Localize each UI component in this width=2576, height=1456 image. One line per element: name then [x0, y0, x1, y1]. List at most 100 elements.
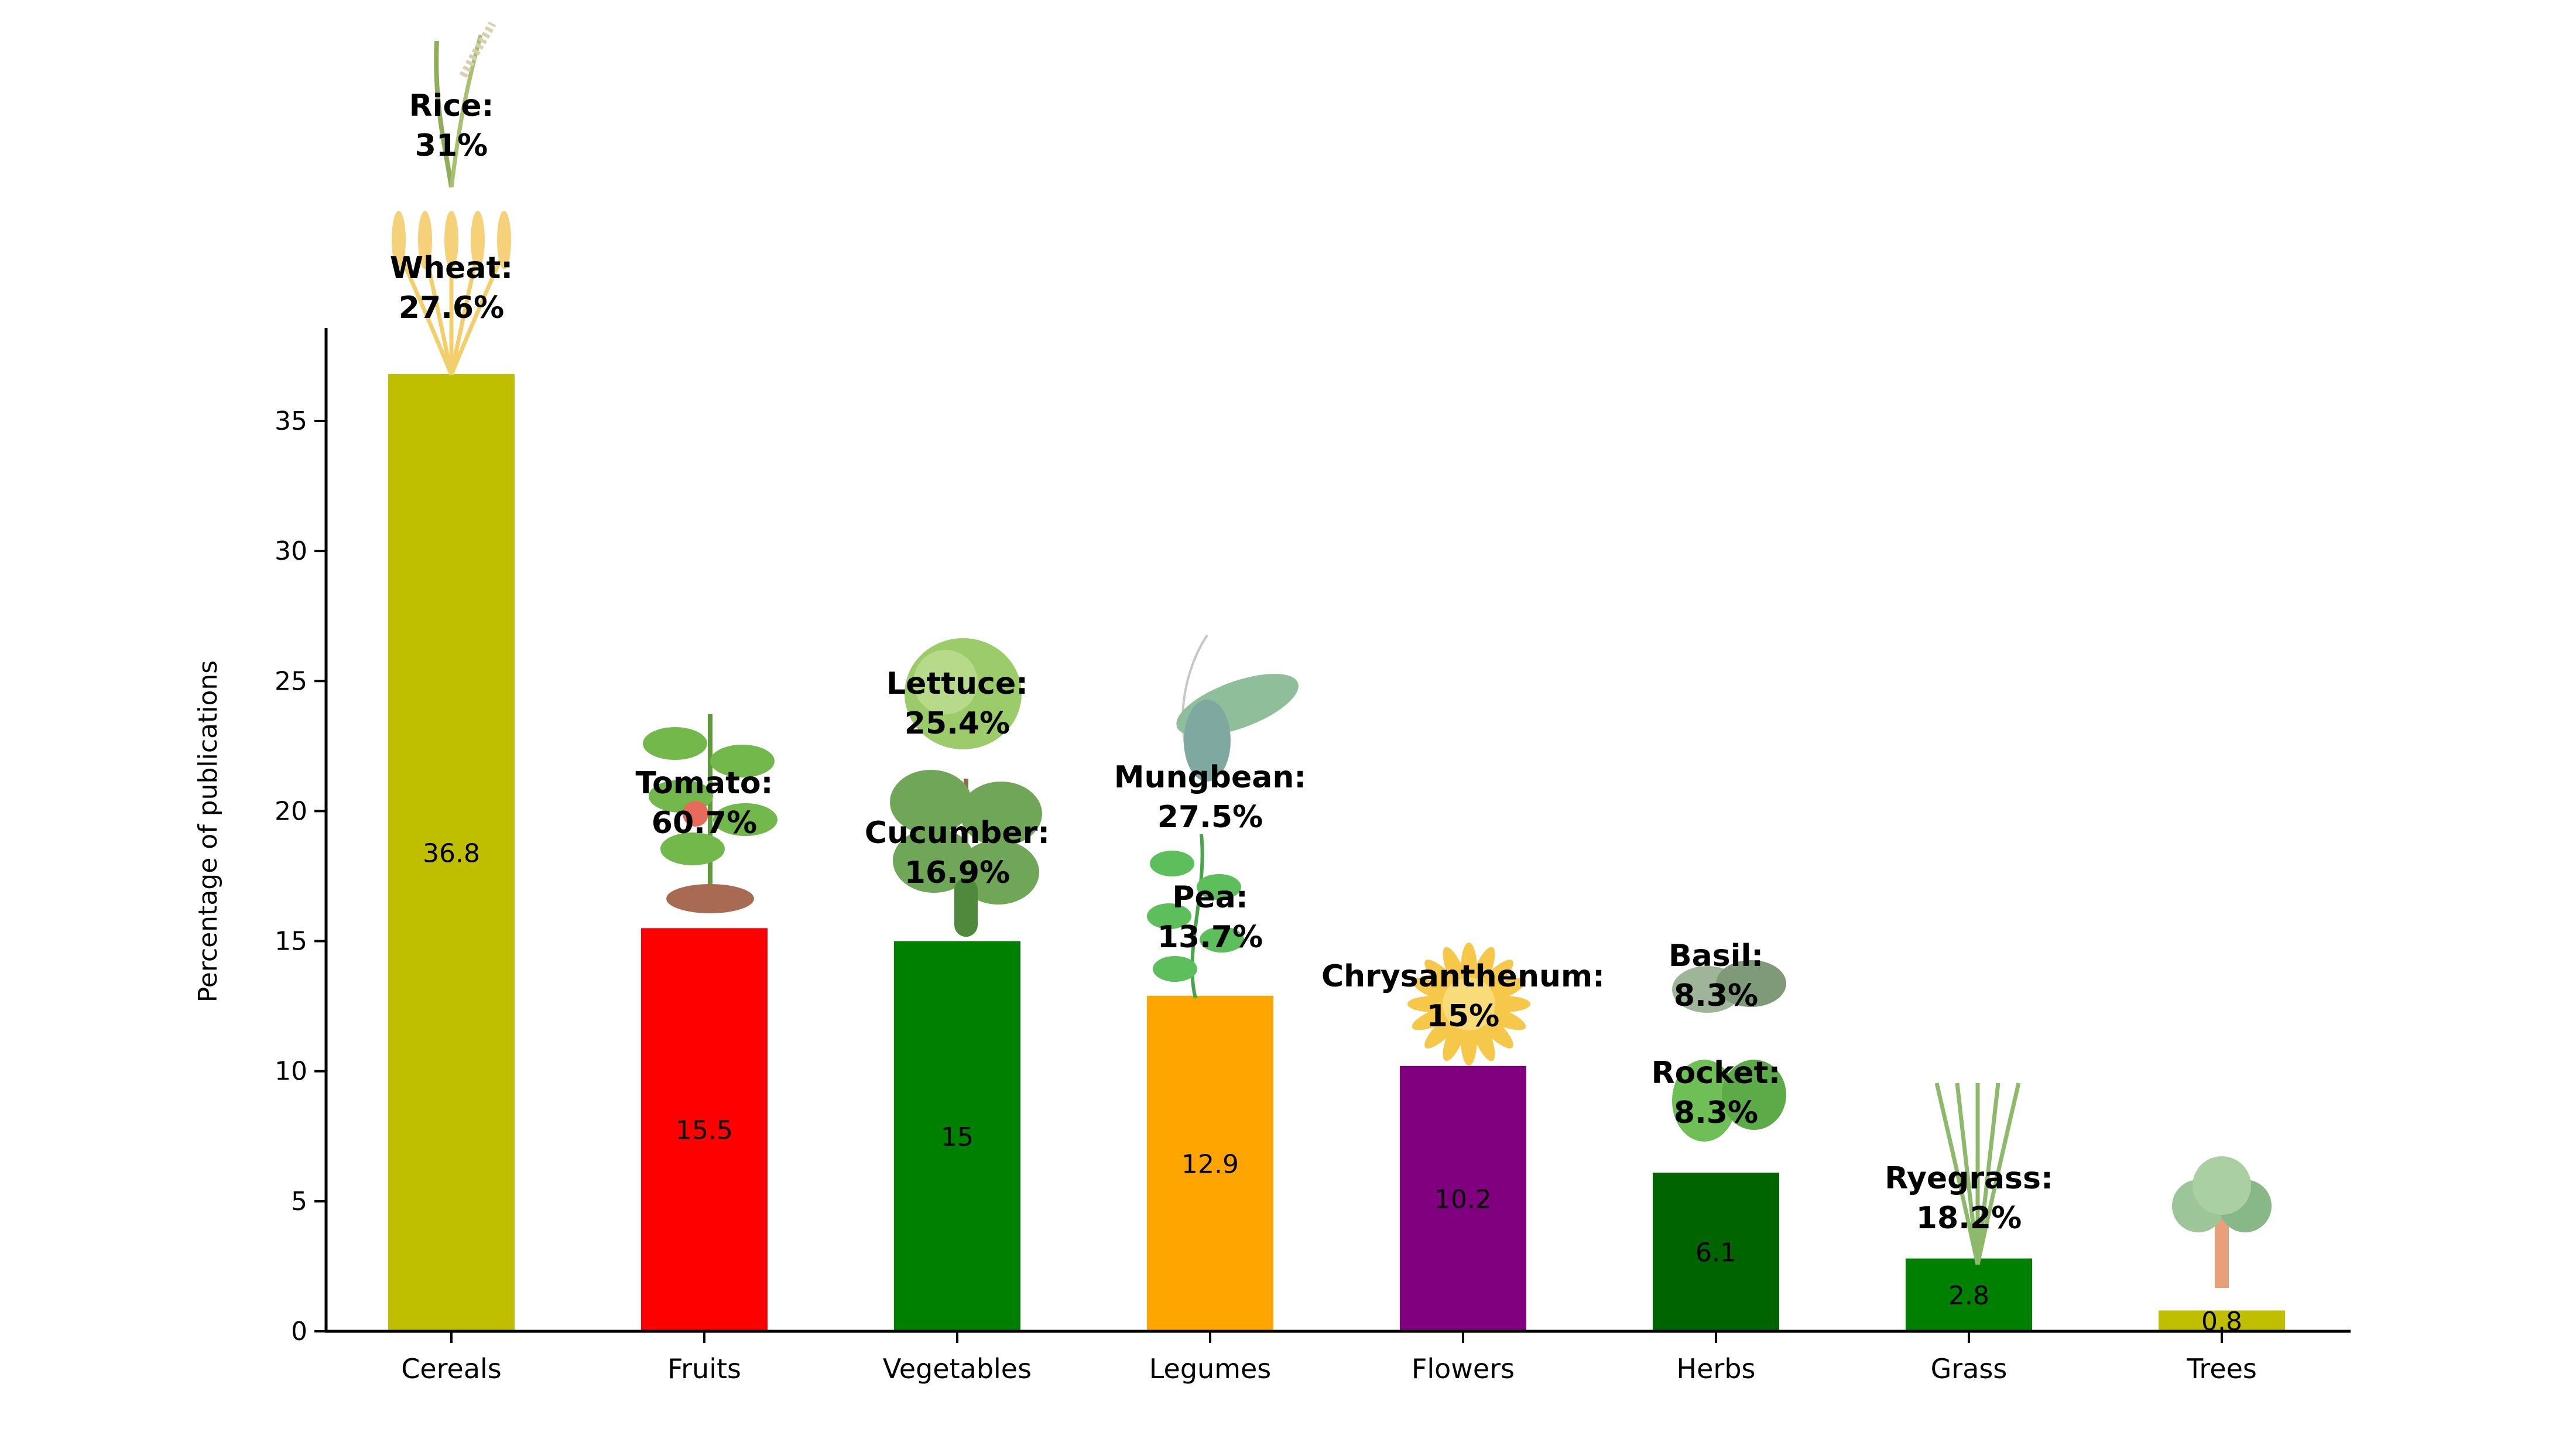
basil-leaf-icon-leaf2 — [1716, 960, 1786, 1007]
pea-plant-icon-leaf3 — [1200, 927, 1244, 953]
plant-icons-group — [392, 21, 2272, 1288]
annotation-labels: Rice: 31% Wheat: 27.6% Tomato: 60.7% Lettuce: 2… — [390, 88, 2053, 1236]
y-tick-label-0: 0 — [291, 1317, 307, 1347]
tomato-plant-icon-leaf4 — [660, 833, 725, 865]
cucumber-plant-icon-leaf1 — [960, 782, 1042, 846]
pea-plant-icon — [1147, 834, 1244, 999]
annotation-pea-name: Pea: — [1172, 880, 1248, 915]
x-tick-label-cereals: Cereals — [401, 1353, 502, 1385]
wheat-plant-icon-ear4 — [497, 211, 511, 269]
wheat-plant-icon-ear1 — [418, 211, 432, 269]
ryegrass-icon-blade1 — [1955, 1082, 1980, 1265]
x-tick-label-fruits: Fruits — [667, 1353, 741, 1385]
annotation-rice-name: Rice: — [409, 88, 494, 124]
x-tick-label-legumes: Legumes — [1149, 1353, 1272, 1385]
wheat-plant-icon-stalk1 — [423, 251, 454, 375]
y-tick-label-35: 35 — [275, 406, 307, 436]
cucumber-plant-icon — [890, 770, 1042, 937]
annotation-rocket-name: Rocket: — [1652, 1056, 1781, 1091]
tomato-plant-icon-leaf3 — [713, 803, 777, 836]
annotation-chrysanthenum-percent: 15% — [1427, 999, 1499, 1034]
rocket-leaf-icon — [1672, 1060, 1786, 1142]
annotation-ryegrass-name: Ryegrass: — [1885, 1161, 2053, 1196]
annotation-basil-name: Basil: — [1669, 938, 1763, 974]
bar-legumes — [1147, 995, 1273, 1331]
annotation-wheat-name: Wheat: — [390, 251, 513, 286]
lettuce-icon-leaf — [913, 650, 978, 714]
rice-plant-icon — [434, 21, 496, 188]
tomato-plant-icon — [643, 714, 777, 913]
chrysanthemum-flower-icon-center — [1443, 978, 1495, 1030]
annotation-basil-percent: 8.3% — [1674, 978, 1758, 1013]
bar-trees — [2159, 1310, 2285, 1331]
bar-flowers — [1400, 1066, 1526, 1331]
annotation-lettuce-name: Lettuce: — [886, 666, 1028, 701]
pea-plant-icon-leaf4 — [1153, 956, 1197, 982]
bar-grass — [1906, 1258, 2032, 1331]
wheat-plant-icon-ear2 — [444, 211, 458, 269]
rocket-leaf-icon-leaf1 — [1672, 1060, 1736, 1142]
bar-value-vegetables: 15 — [941, 1122, 974, 1152]
tomato-plant-icon-soil — [666, 884, 754, 913]
bar-cereals — [388, 374, 515, 1331]
wheat-plant-icon-stalk4 — [449, 251, 506, 376]
y-tick-label-15: 15 — [275, 927, 307, 957]
cucumber-plant-icon-leaf2 — [893, 828, 975, 893]
bar-value-flowers: 10.2 — [1434, 1184, 1492, 1214]
ryegrass-icon-blade0 — [1934, 1082, 1980, 1265]
bars-group — [388, 374, 2285, 1331]
annotation-tomato-percent: 60.7% — [652, 806, 757, 841]
y-tick-label-30: 30 — [275, 536, 307, 566]
lettuce-icon — [905, 638, 1022, 749]
annotation-pea-percent: 13.7% — [1157, 920, 1263, 955]
basil-leaf-icon — [1672, 960, 1786, 1013]
wheat-plant-icon-ear3 — [471, 211, 485, 269]
x-ticks-group: Cereals Fruits Vegetables Legumes Flowers Her… — [401, 1331, 2257, 1385]
annotation-mungbean-percent: 27.5% — [1157, 800, 1263, 835]
pea-plant-icon-leaf2 — [1147, 903, 1191, 929]
bar-value-cereals: 36.8 — [423, 838, 480, 868]
annotation-lettuce-percent: 25.4% — [905, 706, 1010, 741]
y-ticks-group: 0 5 10 15 20 25 30 35 — [275, 406, 326, 1347]
cucumber-plant-icon-cucumber — [954, 878, 978, 937]
bar-value-fruits: 15.5 — [676, 1116, 733, 1146]
pea-plant-icon-stem — [1190, 834, 1204, 999]
cucumber-plant-icon-leaf0 — [890, 770, 972, 834]
axes-group — [324, 328, 2351, 1333]
bar-value-grass: 2.8 — [1948, 1281, 1989, 1311]
rice-plant-icon-stem1 — [434, 40, 454, 188]
tree-icon — [2172, 1156, 2272, 1288]
y-tick-label-5: 5 — [291, 1187, 307, 1217]
annotation-cucumber-name: Cucumber: — [865, 816, 1050, 851]
pea-plant-icon-leaf1 — [1197, 874, 1241, 900]
y-tick-label-25: 25 — [275, 666, 307, 696]
wheat-plant-icon-stalk0 — [396, 251, 454, 376]
wheat-plant-icon-ear0 — [392, 211, 406, 269]
ryegrass-icon-blade3 — [1975, 1082, 2000, 1265]
tomato-plant-icon-leaf1 — [710, 745, 775, 777]
bar-value-legumes: 12.9 — [1181, 1149, 1239, 1179]
rocket-leaf-icon-leaf2 — [1722, 1060, 1786, 1130]
x-tick-label-herbs: Herbs — [1677, 1353, 1756, 1385]
tomato-plant-icon-fruit — [683, 801, 708, 827]
annotation-rice-percent: 31% — [415, 128, 488, 163]
annotation-tomato-name: Tomato: — [636, 766, 773, 801]
cucumber-plant-icon-leaf3 — [957, 840, 1039, 905]
y-tick-label-10: 10 — [275, 1057, 307, 1087]
annotation-mungbean-name: Mungbean: — [1114, 760, 1306, 795]
wheat-plant-icon-stalk3 — [449, 251, 480, 375]
tree-icon-trunk — [2215, 1218, 2229, 1288]
mungbean-pod-icon — [1176, 634, 1299, 782]
ryegrass-icon — [1934, 1082, 2021, 1265]
tomato-plant-icon-leaf0 — [643, 727, 707, 760]
y-tick-label-20: 20 — [275, 796, 307, 826]
x-tick-label-grass: Grass — [1931, 1353, 2008, 1385]
annotation-chrysanthenum-name: Chrysanthenum: — [1321, 959, 1605, 994]
mungbean-pod-icon-leaf — [1184, 700, 1231, 782]
chrysanthemum-flower-icon — [1407, 943, 1530, 1066]
rice-plant-icon-grains — [459, 21, 496, 78]
bar-value-herbs: 6.1 — [1695, 1238, 1736, 1267]
tree-icon-crown3 — [2193, 1156, 2251, 1215]
annotation-ryegrass-percent: 18.2% — [1916, 1201, 2022, 1236]
